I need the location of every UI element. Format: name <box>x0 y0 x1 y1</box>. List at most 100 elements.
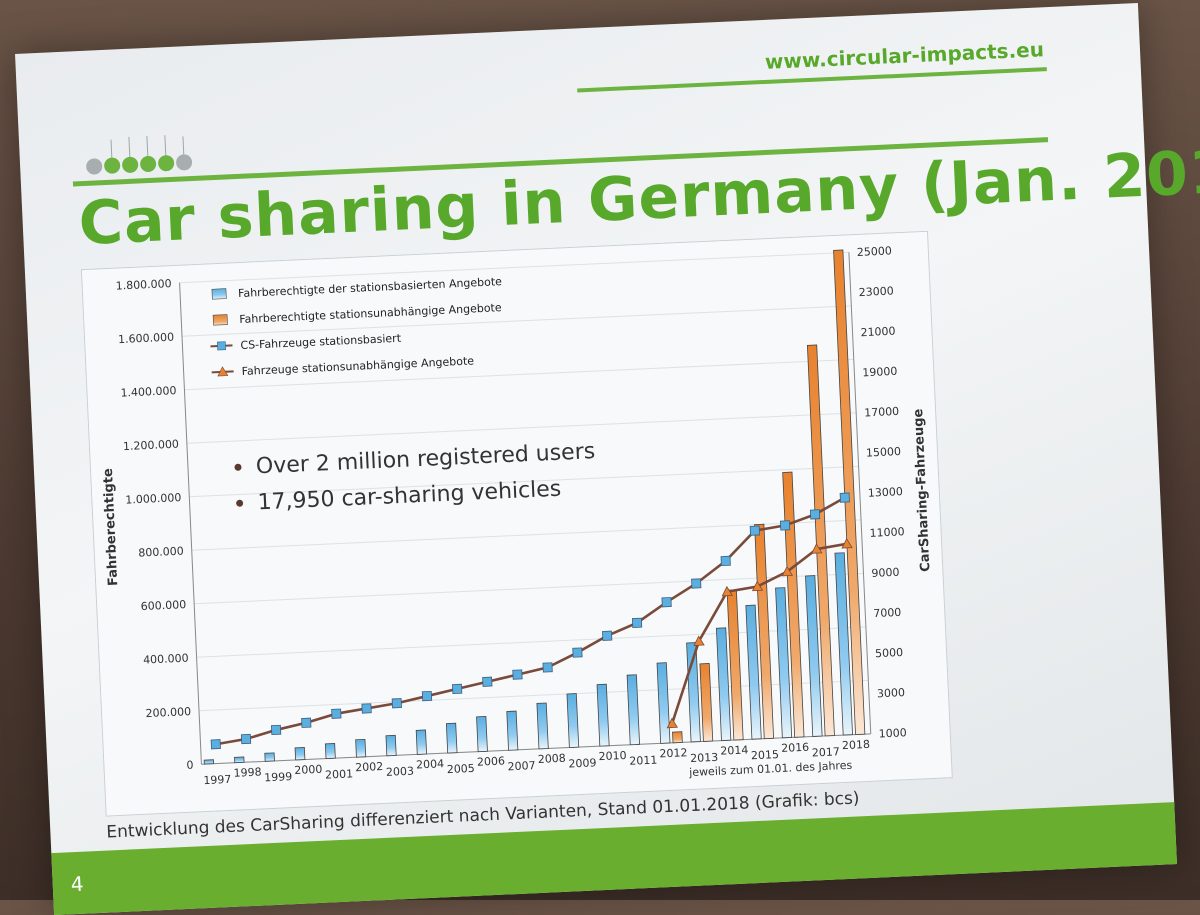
bar-stationsbasiert <box>445 722 458 754</box>
bar-stationsbasiert <box>264 752 275 762</box>
x-tick-label: 2017 <box>812 745 841 759</box>
point-marker-square <box>720 555 731 567</box>
bar-stationsbasiert <box>626 674 640 746</box>
x-tick-label: 2002 <box>355 760 384 774</box>
gridline <box>186 412 857 444</box>
bar-stationsbasiert <box>566 693 580 748</box>
bar-stationsbasiert <box>775 587 793 739</box>
bullet-dot <box>236 499 244 507</box>
bar-stationsbasiert <box>385 734 397 757</box>
chart-container: 0 200.000 400.000 600.000 800.000 1.000.000 1.… <box>80 230 953 817</box>
point-marker-square <box>542 662 553 673</box>
y-tick-label: 1.600.000 <box>118 331 175 347</box>
bar-stationsunabhaengig <box>833 249 866 735</box>
gridline <box>191 519 862 551</box>
point-marker-square <box>210 739 221 750</box>
point-marker-square <box>301 717 312 728</box>
point-marker-triangle <box>781 565 794 577</box>
bar-stationsbasiert <box>805 575 823 737</box>
y-tick-label: 800.000 <box>138 545 184 560</box>
y-right-axis-title: CarSharing-Fahrzeuge <box>911 408 933 572</box>
y-right-tick-label: 13000 <box>868 485 904 500</box>
bar-stationsunabhaengig <box>806 344 835 737</box>
point-marker-square <box>270 724 282 736</box>
y-axis-title: Fahrberechtigte <box>101 468 121 587</box>
x-tick-label: 1997 <box>203 773 232 787</box>
carsharing-chart: 0 200.000 400.000 600.000 800.000 1.000.000 1.… <box>80 230 953 817</box>
point-marker-square <box>512 669 523 680</box>
page-number: 4 <box>70 871 85 897</box>
bar-stationsunabhaengig <box>782 471 805 738</box>
pendulum-logo-icon <box>86 135 193 175</box>
y-tick-label: 1.000.000 <box>125 491 182 507</box>
x-tick-label: 1998 <box>233 766 262 780</box>
y-right-tick-label: 19000 <box>862 365 898 380</box>
point-marker-triangle <box>666 717 678 729</box>
x-tick-label: 2008 <box>538 752 567 766</box>
y-axis <box>179 282 202 765</box>
point-marker-triangle <box>721 585 733 597</box>
bar-stationsbasiert <box>656 662 671 744</box>
y-tick-label: 600.000 <box>140 598 186 613</box>
gridline <box>189 465 859 498</box>
bar-stationsbasiert <box>596 683 610 747</box>
y-tick-label: 1.800.000 <box>115 277 172 293</box>
y-right-tick-label: 5000 <box>875 646 904 660</box>
y-right-tick-label: 25000 <box>857 244 893 259</box>
point-marker-square <box>482 676 493 687</box>
point-marker-square <box>779 520 791 531</box>
bar-stationsbasiert <box>476 716 488 753</box>
presentation-slide: www.circular-impacts.eu Car sharing in G… <box>15 2 1200 915</box>
point-marker-triangle <box>811 543 823 554</box>
legend-marker-square <box>216 341 226 351</box>
point-marker-triangle <box>751 580 764 592</box>
x-tick-label: 2014 <box>720 743 749 757</box>
gridline <box>194 572 864 605</box>
gridline <box>179 251 849 284</box>
bar-stationsbasiert <box>834 552 853 736</box>
y-right-tick-label: 17000 <box>864 405 900 420</box>
y-tick-label: 200.000 <box>145 705 191 720</box>
y-tick-label: 400.000 <box>143 652 189 667</box>
point-marker-square <box>572 647 583 658</box>
point-marker-triangle <box>841 538 853 549</box>
y-right-tick-label: 9000 <box>871 566 900 580</box>
bar-stationsbasiert <box>506 710 519 751</box>
x-tick-label: 1999 <box>264 770 293 784</box>
bar-stationsbasiert <box>234 756 245 764</box>
x-tick-label: 2016 <box>781 741 810 755</box>
point-marker-square <box>661 597 672 608</box>
point-marker-square <box>331 708 342 719</box>
point-marker-square <box>361 703 372 714</box>
y-right-tick-label: 7000 <box>873 606 902 620</box>
point-marker-square <box>602 630 613 641</box>
x-tick-label: 2012 <box>659 746 688 760</box>
point-marker-square <box>240 733 252 745</box>
point-marker-square <box>391 698 402 709</box>
y-right-tick-label: 3000 <box>877 686 906 700</box>
y-tick-label: 0 <box>186 759 194 772</box>
point-marker-square <box>691 578 702 589</box>
x-tick-label: 2000 <box>294 763 323 777</box>
point-marker-square <box>809 509 821 520</box>
bar-stationsbasiert <box>415 729 428 755</box>
bar-stationsunabhaengig <box>672 731 683 744</box>
y-tick-label: 1.400.000 <box>120 384 177 400</box>
bar-stationsbasiert <box>294 747 306 761</box>
x-tick-label: 2015 <box>751 748 780 762</box>
point-marker-square <box>421 690 433 702</box>
x-tick-label: 2013 <box>690 751 719 765</box>
x-tick-label: 2007 <box>507 759 536 773</box>
point-marker-square <box>631 617 643 628</box>
slide-title: Car sharing in Germany (Jan. 2018) <box>77 133 1200 260</box>
line-cs-fahrzeuge-stationsbasiert <box>215 496 846 746</box>
y-right-tick-label: 1000 <box>878 726 907 740</box>
legend-swatch <box>212 314 228 326</box>
y-right-axis <box>848 252 872 734</box>
bar-stationsbasiert <box>324 743 336 759</box>
x-tick-label: 2010 <box>598 749 627 763</box>
legend-swatch <box>211 288 227 300</box>
x-tick-label: 2006 <box>477 754 506 768</box>
bar-stationsbasiert <box>203 759 215 765</box>
bar-stationsbasiert <box>536 702 549 750</box>
